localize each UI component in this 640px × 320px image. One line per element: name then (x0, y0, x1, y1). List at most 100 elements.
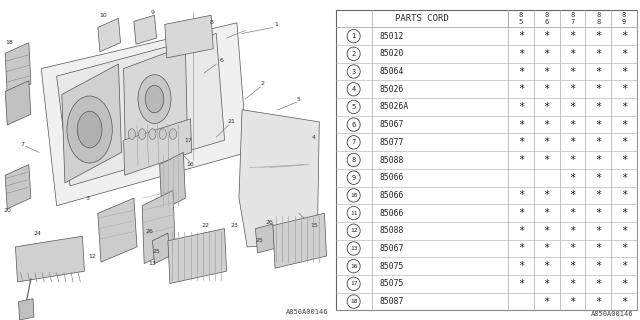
Text: *: * (543, 190, 550, 200)
Text: 85075: 85075 (380, 262, 404, 271)
Text: *: * (518, 155, 524, 165)
Text: 22: 22 (202, 223, 210, 228)
Text: 85087: 85087 (380, 297, 404, 306)
Text: *: * (570, 226, 575, 236)
Polygon shape (41, 23, 247, 206)
Text: *: * (621, 31, 627, 41)
Text: 24: 24 (34, 231, 42, 236)
Text: *: * (518, 244, 524, 253)
Text: *: * (595, 208, 602, 218)
Text: *: * (543, 279, 550, 289)
Text: A850A00146: A850A00146 (591, 311, 634, 317)
Text: 85088: 85088 (380, 226, 404, 235)
Text: *: * (621, 190, 627, 200)
Text: *: * (543, 297, 550, 307)
Text: *: * (621, 49, 627, 59)
Circle shape (145, 85, 164, 113)
Circle shape (149, 129, 156, 140)
Text: *: * (570, 84, 575, 94)
Text: 85026A: 85026A (380, 102, 408, 111)
Polygon shape (19, 299, 34, 320)
Text: *: * (595, 173, 602, 183)
Text: *: * (570, 155, 575, 165)
Text: 4: 4 (351, 86, 356, 92)
Text: 85075: 85075 (380, 279, 404, 288)
Text: *: * (518, 102, 524, 112)
Text: *: * (595, 31, 602, 41)
Text: *: * (543, 155, 550, 165)
Text: 3: 3 (86, 196, 90, 201)
Text: *: * (595, 67, 602, 76)
Text: *: * (621, 208, 627, 218)
Text: *: * (570, 120, 575, 130)
Text: *: * (621, 102, 627, 112)
Text: 85067: 85067 (380, 244, 404, 253)
Text: *: * (543, 244, 550, 253)
Text: 8
5: 8 5 (519, 12, 523, 25)
Text: *: * (595, 102, 602, 112)
Text: *: * (518, 137, 524, 147)
Polygon shape (134, 15, 157, 44)
Text: 9: 9 (351, 175, 356, 181)
Text: *: * (595, 190, 602, 200)
Text: 85064: 85064 (380, 67, 404, 76)
Text: *: * (518, 49, 524, 59)
Text: 8
8: 8 8 (596, 12, 600, 25)
Text: 20: 20 (3, 208, 11, 213)
Text: 8
9: 8 9 (622, 12, 626, 25)
Text: 16: 16 (187, 162, 195, 167)
Circle shape (170, 129, 177, 140)
Text: 6: 6 (351, 122, 356, 128)
Text: 11: 11 (350, 211, 357, 216)
Text: *: * (543, 67, 550, 76)
Text: *: * (621, 226, 627, 236)
Text: *: * (543, 49, 550, 59)
Text: 85088: 85088 (380, 156, 404, 164)
Text: 8
6: 8 6 (545, 12, 549, 25)
Text: 85077: 85077 (380, 138, 404, 147)
Text: *: * (595, 120, 602, 130)
Text: 25: 25 (152, 249, 161, 254)
Text: *: * (518, 190, 524, 200)
Text: 10: 10 (350, 193, 357, 198)
Text: *: * (543, 208, 550, 218)
Polygon shape (98, 18, 120, 52)
Text: 13: 13 (350, 246, 357, 251)
Text: *: * (595, 297, 602, 307)
Polygon shape (255, 224, 275, 253)
Text: *: * (543, 261, 550, 271)
Text: *: * (621, 297, 627, 307)
Text: *: * (595, 244, 602, 253)
Text: 2: 2 (260, 81, 265, 86)
Text: *: * (570, 297, 575, 307)
Text: 12: 12 (350, 228, 357, 233)
Text: 85066: 85066 (380, 209, 404, 218)
Text: 17: 17 (184, 138, 193, 143)
Text: *: * (621, 244, 627, 253)
Text: 2: 2 (351, 51, 356, 57)
Polygon shape (152, 233, 170, 264)
Circle shape (138, 75, 171, 124)
Text: *: * (621, 120, 627, 130)
Text: *: * (570, 49, 575, 59)
Text: *: * (570, 208, 575, 218)
Circle shape (128, 129, 136, 140)
Polygon shape (159, 152, 186, 210)
Text: *: * (518, 31, 524, 41)
Text: 5: 5 (297, 97, 301, 101)
Polygon shape (124, 46, 188, 164)
Circle shape (77, 111, 102, 148)
Text: *: * (595, 226, 602, 236)
Text: *: * (595, 49, 602, 59)
Text: *: * (543, 137, 550, 147)
Text: *: * (621, 261, 627, 271)
Text: *: * (621, 279, 627, 289)
Circle shape (159, 129, 166, 140)
Text: 7: 7 (20, 142, 25, 147)
Text: 13: 13 (148, 261, 156, 266)
Polygon shape (5, 81, 31, 125)
Text: 23: 23 (231, 223, 239, 228)
Text: *: * (518, 67, 524, 76)
Polygon shape (239, 110, 319, 247)
Text: *: * (518, 261, 524, 271)
